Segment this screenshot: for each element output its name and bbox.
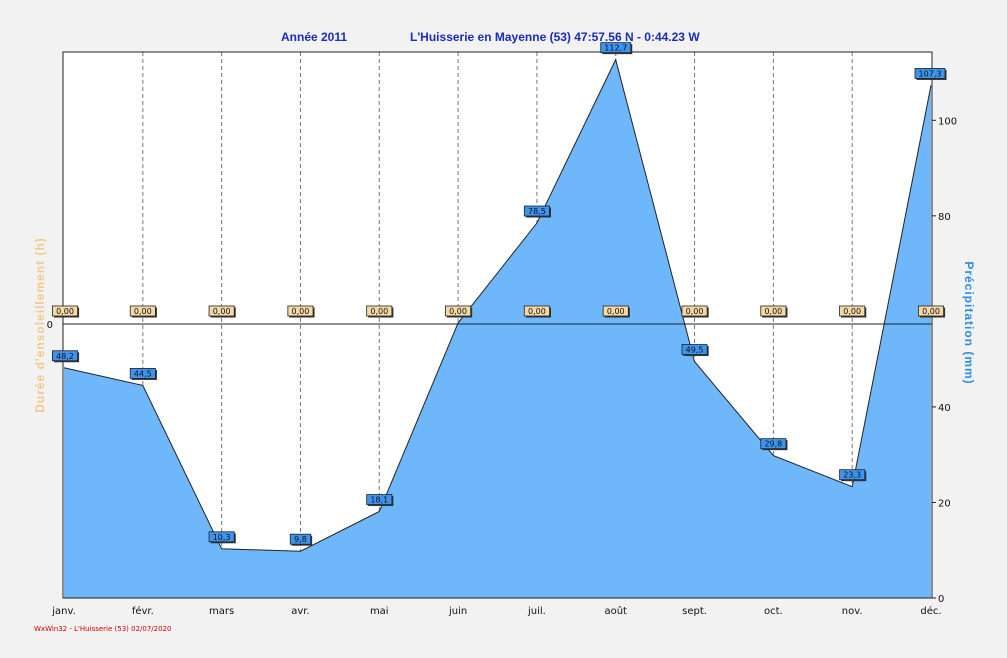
sunshine-label: 0,00	[839, 305, 867, 318]
sunshine-label-text: 0,00	[607, 307, 625, 316]
sunshine-label: 0,00	[523, 305, 552, 318]
x-tick-label: déc.	[920, 605, 941, 617]
precipitation-label-text: 49,5	[686, 346, 704, 355]
precipitation-label-text: 48,2	[56, 352, 74, 361]
x-tick-label: avr.	[291, 606, 309, 617]
sunshine-label-box	[523, 305, 550, 317]
right-axis-tick-label: 20	[938, 498, 951, 509]
sunshine-label: 0,00	[366, 305, 394, 318]
x-tick-label: mars	[209, 606, 234, 617]
chart-title-station: L'Huisserie en Mayenne (53) 47:57.56 N -…	[410, 30, 700, 44]
x-tick-label: oct.	[764, 606, 783, 617]
sunshine-label-text: 0,00	[292, 307, 310, 316]
left-axis-tick-0: 0	[47, 320, 53, 331]
precipitation-label: 107,3	[914, 68, 947, 80]
x-tick-label: août	[604, 605, 627, 617]
x-tick-label: sept.	[682, 606, 707, 617]
sunshine-label-box	[839, 305, 866, 317]
precipitation-label-text: 107,3	[919, 69, 942, 78]
sunshine-label-text: 0,00	[922, 307, 940, 316]
precipitation-label-box	[600, 42, 632, 54]
precipitation-label: 48,2	[52, 350, 80, 363]
sunshine-label-box	[208, 305, 235, 317]
right-axis-tick-label: 80	[938, 212, 951, 223]
x-tick-label: juin	[448, 606, 467, 617]
x-axis-ticks: janv. févr. mars avr. mai juin juil. août sept. o…	[51, 605, 941, 617]
precipitation-label-box	[914, 68, 946, 79]
precipitation-data-labels: 48,2 44,5 10,3 9,8 18,1 78,5 112,7 49,5 29,8 23,3…	[52, 42, 947, 546]
precipitation-label: 44,5	[129, 368, 157, 380]
sunshine-label-text: 0,00	[449, 307, 467, 316]
sunshine-label-text: 0,00	[370, 307, 388, 316]
precipitation-label: 10,3	[208, 531, 236, 544]
precipitation-label-box	[129, 368, 156, 379]
sunshine-label-box	[602, 305, 629, 317]
sunshine-label-box	[129, 305, 156, 317]
precipitation-label-box	[681, 344, 708, 355]
precipitation-label-text: 78,5	[528, 207, 546, 216]
sunshine-label-text: 0,00	[134, 307, 152, 316]
sunshine-label-text: 0,00	[56, 307, 74, 316]
chart-title-year: Année 2011	[281, 30, 347, 44]
x-tick-label: nov.	[842, 606, 863, 617]
sunshine-label: 0,00	[287, 305, 315, 318]
precipitation-label: 9,8	[289, 533, 313, 546]
x-tick-label: janv.	[51, 606, 76, 617]
precipitation-label-text: 18,1	[370, 496, 388, 505]
precipitation-label-box	[839, 469, 866, 481]
footer-credit: WxWin32 - L'Huisserie (53) 02/07/2020	[34, 625, 171, 633]
sunshine-label-box	[760, 305, 787, 317]
sunshine-label: 0,00	[208, 305, 236, 318]
sunshine-label: 0,00	[602, 305, 630, 318]
sunshine-label: 0,00	[445, 305, 473, 318]
precipitation-label-text: 112,7	[604, 44, 627, 53]
precipitation-area	[64, 59, 931, 599]
sunshine-label-box	[287, 305, 314, 317]
precipitation-label-text: 29,8	[764, 440, 782, 449]
precipitation-label: 18,1	[366, 494, 394, 507]
sunshine-label-box	[52, 305, 79, 317]
precipitation-label-box	[208, 531, 235, 543]
sunshine-label-box	[445, 305, 472, 317]
sunshine-label-box	[681, 305, 708, 317]
precipitation-label-box	[760, 438, 787, 450]
sunshine-label: 0,00	[760, 305, 788, 318]
precipitation-label-box	[523, 205, 550, 217]
sunshine-label-text: 0,00	[686, 307, 704, 316]
precipitation-label: 23,3	[839, 469, 867, 482]
precipitation-label-text: 23,3	[843, 471, 861, 480]
sunshine-label-text: 0,00	[213, 307, 231, 316]
precipitation-label-box	[366, 494, 393, 505]
precipitation-label-box	[289, 533, 312, 545]
plot-frame	[62, 51, 933, 599]
x-tick-label: juil.	[527, 606, 546, 617]
sunshine-label: 0,00	[52, 305, 80, 318]
precipitation-label-text: 10,3	[213, 533, 231, 542]
precipitation-label-text: 9,8	[294, 535, 307, 544]
sunshine-data-labels: 0,00 0,00 0,00 0,00 0,00 0,00 0,00 0,00 0,00 0,00…	[52, 305, 946, 318]
x-tick-label: mai	[370, 606, 389, 617]
sunshine-label-text: 0,00	[843, 307, 861, 316]
precipitation-line	[63, 58, 932, 552]
left-axis-label: Durée d'ensoleillement (h)	[33, 237, 47, 413]
sunshine-label-box	[918, 305, 945, 317]
precipitation-label: 49,5	[681, 344, 709, 357]
precipitation-label-box	[52, 350, 79, 362]
sunshine-label: 0,00	[918, 305, 946, 318]
sunshine-label-text: 0,00	[764, 307, 782, 316]
precipitation-label: 78,5	[523, 205, 552, 218]
right-axis-tick-label: 40	[938, 403, 951, 414]
precipitation-label: 112,7	[600, 42, 633, 55]
sunshine-label: 0,00	[129, 305, 157, 318]
sunshine-label-box	[366, 305, 393, 317]
x-tick-label: févr.	[132, 605, 154, 617]
right-axis-tick-label: 100	[938, 116, 957, 127]
right-axis-label: Précipitation (mm)	[962, 261, 976, 384]
precipitation-label: 29,8	[760, 438, 788, 451]
sunshine-label: 0,00	[681, 305, 709, 318]
right-axis-tick-label: 0	[938, 594, 944, 605]
precipitation-label-text: 44,5	[134, 369, 152, 378]
sunshine-label-text: 0,00	[528, 307, 546, 316]
